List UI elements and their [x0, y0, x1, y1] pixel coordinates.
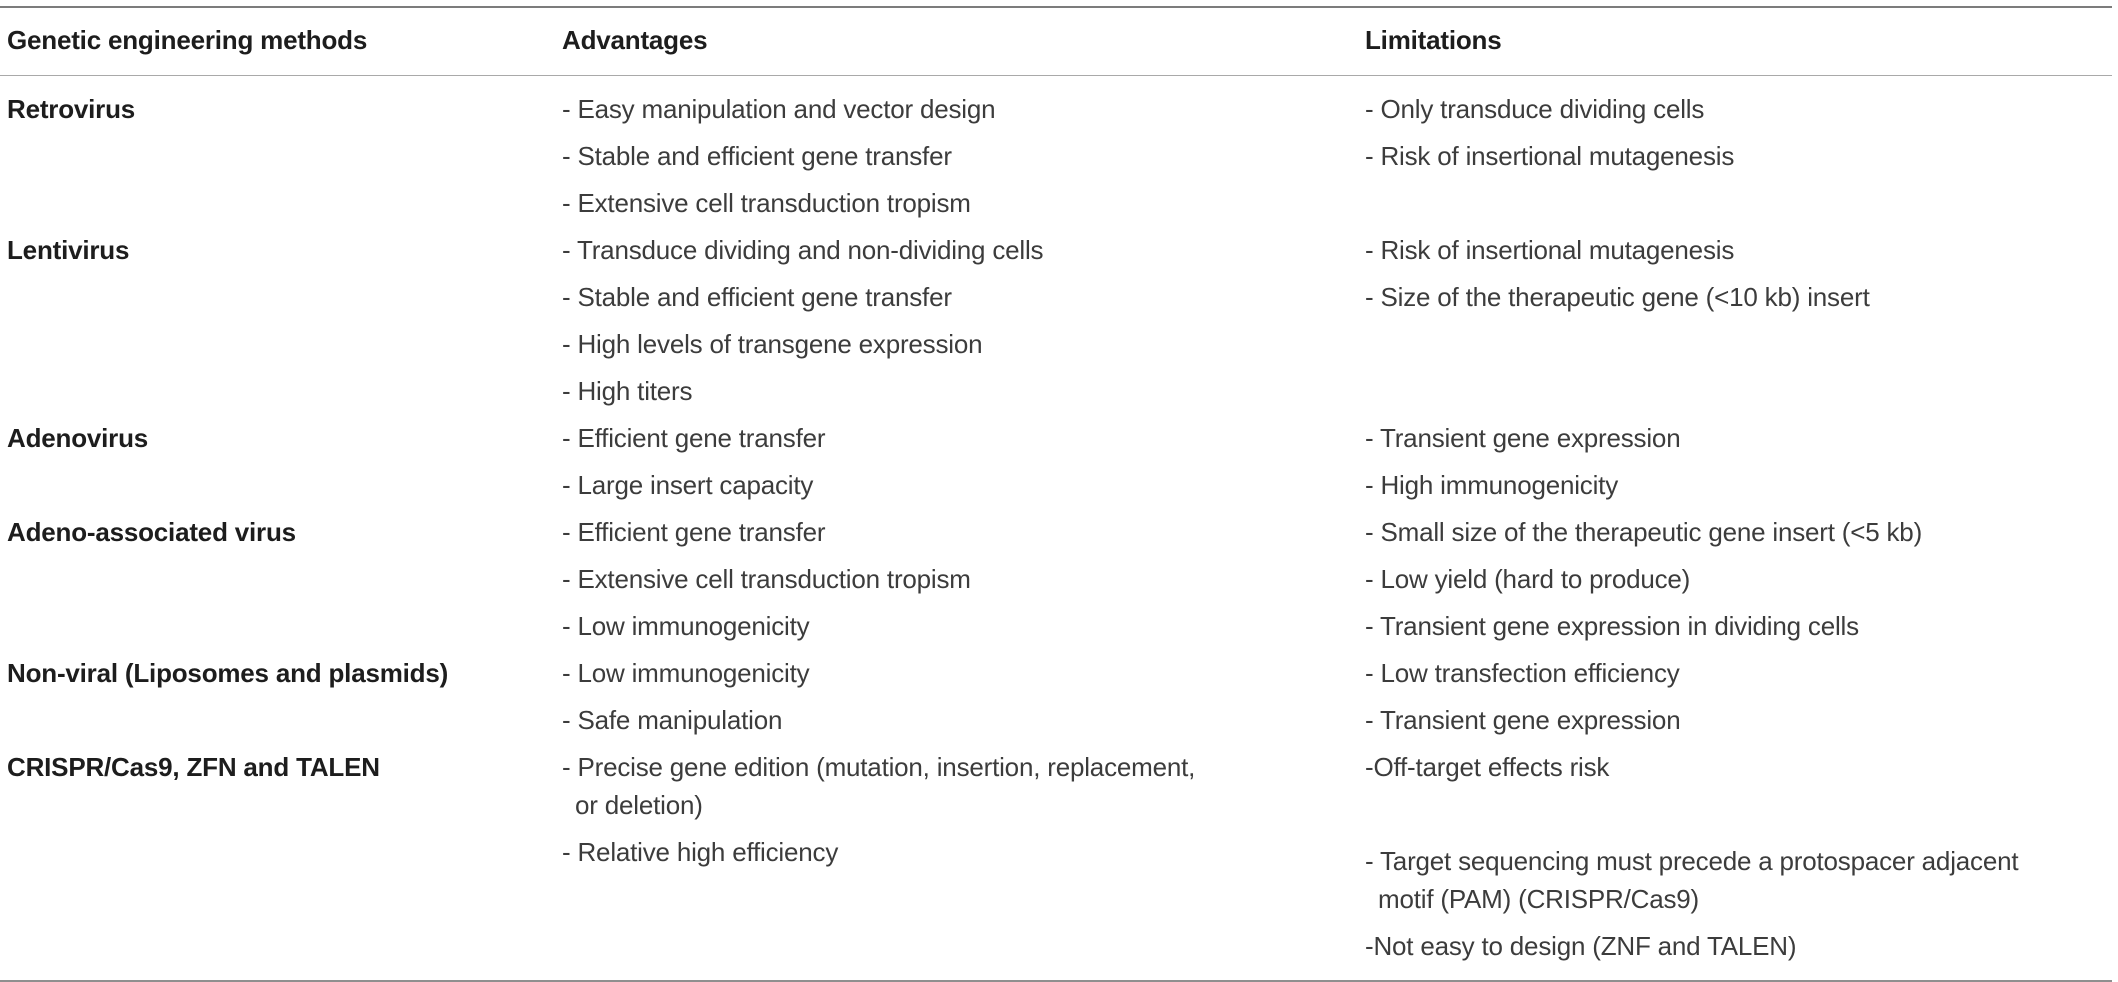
- method-cell: Non-viral (Liposomes and plasmids): [0, 654, 562, 748]
- column-header-advantages: Advantages: [562, 25, 708, 55]
- limitations-cell: - Small size of the therapeutic gene ins…: [1365, 513, 2112, 654]
- method-name: Retrovirus: [7, 94, 136, 124]
- table-body: Retrovirus - Easy manipulation and vecto…: [0, 76, 2112, 980]
- method-name: Adenovirus: [7, 423, 149, 453]
- limitations-cell: - Transient gene expression - High immun…: [1365, 419, 2112, 513]
- limitation-item: -Not easy to design (ZNF and TALEN): [1365, 931, 1797, 961]
- column-header-methods: Genetic engineering methods: [7, 25, 368, 55]
- advantage-item: - Efficient gene transfer: [562, 423, 826, 453]
- advantage-item: - High levels of transgene expression: [562, 329, 983, 359]
- limitations-cell: - Risk of insertional mutagenesis - Size…: [1365, 231, 2112, 419]
- advantage-item: - Efficient gene transfer: [562, 517, 826, 547]
- advantages-cell: - Efficient gene transfer - Large insert…: [562, 419, 1365, 513]
- advantage-item: - Safe manipulation: [562, 705, 783, 735]
- table-row-retrovirus: Retrovirus - Easy manipulation and vecto…: [0, 90, 2112, 231]
- table-row-adeno-associated-virus: Adeno-associated virus - Efficient gene …: [0, 513, 2112, 654]
- limitation-item: - Low transfection efficiency: [1365, 658, 1680, 688]
- limitation-item: -Off-target effects risk: [1365, 752, 1610, 782]
- table-header-row: Genetic engineering methods Advantages L…: [0, 8, 2112, 75]
- table-row-crispr-zfn-talen: CRISPR/Cas9, ZFN and TALEN - Precise gen…: [0, 748, 2112, 974]
- table-row-non-viral: Non-viral (Liposomes and plasmids) - Low…: [0, 654, 2112, 748]
- table-bottom-rule: [0, 980, 2112, 982]
- method-cell: CRISPR/Cas9, ZFN and TALEN: [0, 748, 562, 974]
- advantage-item: - Extensive cell transduction tropism: [562, 564, 971, 594]
- advantage-item: - Stable and efficient gene transfer: [562, 141, 952, 171]
- limitation-item: - Risk of insertional mutagenesis: [1365, 235, 1735, 265]
- limitation-item: - Low yield (hard to produce): [1365, 564, 1691, 594]
- advantages-cell: - Transduce dividing and non-dividing ce…: [562, 231, 1365, 419]
- advantage-item: - Extensive cell transduction tropism: [562, 188, 971, 218]
- limitation-item-spacer: [1365, 795, 2112, 833]
- limitation-item: - Size of the therapeutic gene (<10 kb) …: [1365, 282, 1870, 312]
- limitation-item: - Small size of the therapeutic gene ins…: [1365, 517, 1923, 547]
- limitation-item: - Transient gene expression in dividing …: [1365, 611, 1859, 641]
- advantage-item: - Easy manipulation and vector design: [562, 94, 996, 124]
- method-name: Lentivirus: [7, 235, 130, 265]
- method-cell: Adeno-associated virus: [0, 513, 562, 654]
- method-cell: Lentivirus: [0, 231, 562, 419]
- advantages-cell: - Efficient gene transfer - Extensive ce…: [562, 513, 1365, 654]
- table-row-adenovirus: Adenovirus - Efficient gene transfer - L…: [0, 419, 2112, 513]
- advantage-item: - Low immunogenicity: [562, 658, 810, 688]
- table-row-lentivirus: Lentivirus - Transduce dividing and non-…: [0, 231, 2112, 419]
- limitation-item: - Transient gene expression: [1365, 705, 1681, 735]
- limitations-cell: -Off-target effects risk - Target sequen…: [1365, 748, 2112, 974]
- limitations-cell: - Only transduce dividing cells - Risk o…: [1365, 90, 2112, 231]
- limitation-item: - Transient gene expression: [1365, 423, 1681, 453]
- method-name: Non-viral (Liposomes and plasmids): [7, 658, 449, 688]
- method-cell: Retrovirus: [0, 90, 562, 231]
- method-name: Adeno-associated virus: [7, 517, 296, 547]
- column-header-limitations: Limitations: [1365, 25, 1502, 55]
- limitation-item: - High immunogenicity: [1365, 470, 1619, 500]
- limitation-item: - Only transduce dividing cells: [1365, 94, 1705, 124]
- limitation-item-continuation: motif (PAM) (CRISPR/Cas9): [1378, 884, 1699, 914]
- advantage-item: - Large insert capacity: [562, 470, 814, 500]
- advantage-item: - Stable and efficient gene transfer: [562, 282, 952, 312]
- advantage-item: - Precise gene edition (mutation, insert…: [562, 752, 1196, 782]
- limitation-item: - Target sequencing must precede a proto…: [1365, 846, 2019, 876]
- table-header-rule: [0, 75, 2112, 76]
- advantages-cell: - Easy manipulation and vector design - …: [562, 90, 1365, 231]
- advantages-cell: - Precise gene edition (mutation, insert…: [562, 748, 1365, 974]
- method-name: CRISPR/Cas9, ZFN and TALEN: [7, 752, 380, 782]
- advantage-item: - Transduce dividing and non-dividing ce…: [562, 235, 1044, 265]
- advantage-item: - Low immunogenicity: [562, 611, 810, 641]
- limitation-item: - Risk of insertional mutagenesis: [1365, 141, 1735, 171]
- advantage-item: - High titers: [562, 376, 693, 406]
- advantage-item: - Relative high efficiency: [562, 837, 839, 867]
- method-cell: Adenovirus: [0, 419, 562, 513]
- table-top-rule: [0, 6, 2112, 8]
- advantages-cell: - Low immunogenicity - Safe manipulation: [562, 654, 1365, 748]
- limitations-cell: - Low transfection efficiency - Transien…: [1365, 654, 2112, 748]
- advantage-item-continuation: or deletion): [575, 790, 703, 820]
